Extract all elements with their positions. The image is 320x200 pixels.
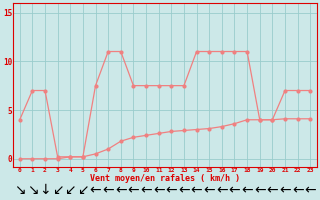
X-axis label: Vent moyen/en rafales ( km/h ): Vent moyen/en rafales ( km/h ) — [90, 174, 240, 183]
